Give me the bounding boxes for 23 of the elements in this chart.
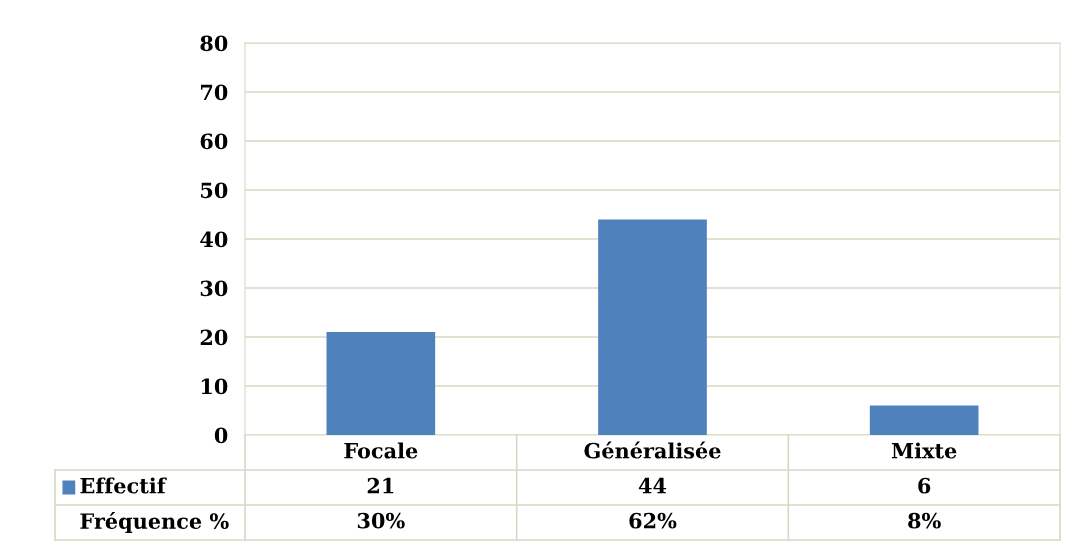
y-tick-label: 60 [200, 133, 228, 150]
legend-label: Effectif [80, 477, 167, 494]
x-tick-label: Mixte [891, 442, 957, 459]
y-tick-label: 30 [200, 280, 228, 297]
x-tick-label: Focale [344, 442, 418, 459]
y-tick-label: 0 [214, 427, 228, 444]
text: 30% [357, 512, 405, 529]
y-tick-label: 70 [200, 84, 228, 101]
y-tick-label: 20 [200, 329, 228, 346]
x-tick-label: Généralisée [584, 441, 721, 459]
y-tick-label: 10 [201, 378, 228, 395]
text: 8% [908, 512, 941, 529]
text: Fréquence % [80, 512, 229, 533]
text: 62% [629, 512, 677, 529]
bar [598, 219, 707, 435]
data-label: 44 [638, 477, 667, 494]
data-label: 6 [918, 477, 931, 494]
y-tick-label: 50 [201, 182, 228, 199]
bar [869, 405, 979, 435]
bar [326, 332, 436, 435]
y-tick-label: 40 [200, 231, 228, 248]
y-tick-label: 80 [200, 35, 228, 52]
data-label: 21 [367, 477, 394, 494]
